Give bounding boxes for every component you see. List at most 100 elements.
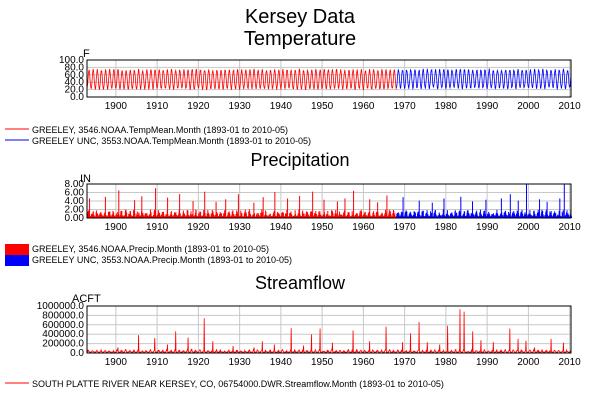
precip-bar bbox=[155, 188, 157, 218]
precip-bar bbox=[141, 196, 143, 218]
precip-bar bbox=[126, 212, 128, 218]
precip-bar bbox=[312, 191, 314, 218]
legend-swatch bbox=[5, 244, 29, 255]
precip-bar bbox=[174, 212, 176, 218]
precip-bar bbox=[492, 213, 494, 218]
precip-bar bbox=[232, 210, 234, 218]
precip-bar bbox=[455, 213, 457, 218]
precip-bar bbox=[118, 190, 120, 218]
precip-bar bbox=[369, 199, 371, 218]
precip-bar bbox=[460, 196, 462, 218]
x-tick-label: 1950 bbox=[311, 222, 334, 233]
precip-bar bbox=[265, 211, 267, 218]
precip-bar bbox=[373, 213, 375, 218]
page-title: Kersey Data bbox=[245, 6, 356, 28]
precip-bar bbox=[204, 191, 206, 218]
precip-bar bbox=[92, 211, 94, 218]
x-tick-label: 1910 bbox=[146, 357, 169, 368]
precip-bar bbox=[385, 214, 387, 218]
precip-bar bbox=[154, 209, 156, 218]
precip-bar bbox=[253, 202, 255, 218]
precip-bar bbox=[530, 214, 532, 218]
precip-bar bbox=[517, 200, 519, 218]
precip-bar bbox=[108, 212, 110, 218]
precip-bar bbox=[198, 213, 200, 218]
precip-bar bbox=[561, 211, 563, 218]
precip-bar bbox=[338, 211, 340, 218]
precip-bar bbox=[175, 212, 177, 218]
precip-bar bbox=[401, 211, 403, 218]
y-tick-label: 4.00 bbox=[65, 196, 85, 207]
precip-bar bbox=[318, 213, 320, 218]
precip-bar bbox=[567, 214, 569, 218]
precip-bar bbox=[93, 214, 95, 218]
precip-bar bbox=[210, 213, 212, 218]
precip-bar bbox=[504, 211, 506, 218]
precip-bar bbox=[446, 210, 448, 218]
precip-bar bbox=[236, 210, 238, 218]
x-tick-label: 1930 bbox=[229, 101, 252, 112]
y-tick-label: 60.0 bbox=[65, 70, 85, 81]
precip-bar bbox=[213, 215, 215, 218]
precip-bar bbox=[485, 199, 487, 218]
precip-bar bbox=[136, 211, 138, 218]
precip-bar bbox=[121, 211, 123, 218]
precip-bar bbox=[405, 210, 407, 218]
chart-1: Precipitation IN 0.002.004.006.008.00 1900 1… bbox=[5, 150, 581, 266]
y-tick-label: 400000.0 bbox=[42, 329, 84, 340]
x-tick-label: 1980 bbox=[435, 101, 458, 112]
y-tick-label: 8.00 bbox=[65, 179, 85, 190]
precip-bar bbox=[104, 196, 106, 218]
precip-bar bbox=[364, 211, 366, 218]
precip-bar bbox=[335, 210, 337, 218]
x-tick-label: 1940 bbox=[270, 222, 293, 233]
precip-bar bbox=[113, 212, 115, 218]
legend-swatch bbox=[5, 255, 29, 266]
plot-frame bbox=[86, 305, 572, 354]
precip-bar bbox=[273, 210, 275, 218]
x-tick-label: 1900 bbox=[105, 357, 128, 368]
series-line bbox=[86, 68, 397, 91]
precip-bar bbox=[351, 211, 353, 218]
y-tick-label: 6.00 bbox=[65, 188, 85, 199]
x-tick-label: 1970 bbox=[394, 101, 417, 112]
x-tick-label: 1900 bbox=[105, 101, 128, 112]
precip-bar bbox=[138, 213, 140, 218]
precip-bar bbox=[134, 200, 136, 218]
y-tick-label: 40.0 bbox=[65, 77, 85, 88]
precip-bar bbox=[562, 210, 564, 218]
plot-frame bbox=[86, 59, 572, 98]
legend-entry: GREELEY, 3546.NOAA.Precip.Month (1893-01… bbox=[32, 244, 269, 254]
x-tick-label: 1980 bbox=[435, 222, 458, 233]
precip-bar bbox=[368, 211, 370, 218]
x-tick-label: 1930 bbox=[229, 357, 252, 368]
precip-bar bbox=[260, 212, 262, 218]
chart-title: Streamflow bbox=[255, 273, 346, 293]
precip-bar bbox=[549, 211, 551, 218]
precip-bar bbox=[302, 210, 304, 218]
precip-bar bbox=[336, 201, 338, 218]
precip-bar bbox=[315, 213, 317, 218]
x-tick-label: 2000 bbox=[517, 222, 540, 233]
precip-bar bbox=[191, 214, 193, 218]
precip-bar bbox=[422, 211, 424, 218]
x-tick-label: 1990 bbox=[476, 357, 499, 368]
y-axis-unit-label: F bbox=[83, 48, 90, 60]
precip-bar bbox=[495, 213, 497, 218]
x-tick-label: 2010 bbox=[559, 222, 582, 233]
precip-bar bbox=[89, 198, 91, 218]
precip-bar bbox=[539, 199, 541, 218]
precip-bar bbox=[545, 210, 547, 218]
x-tick-label: 2010 bbox=[559, 357, 582, 368]
precip-bar bbox=[450, 213, 452, 218]
precip-bar bbox=[323, 199, 325, 218]
precip-bar bbox=[334, 213, 336, 218]
precip-bar bbox=[555, 213, 557, 218]
precip-bar bbox=[546, 201, 548, 218]
precip-bar bbox=[146, 213, 148, 218]
series-line bbox=[86, 309, 572, 354]
precip-bar bbox=[187, 210, 189, 218]
precip-bar bbox=[512, 212, 514, 218]
precip-bar bbox=[195, 210, 197, 218]
